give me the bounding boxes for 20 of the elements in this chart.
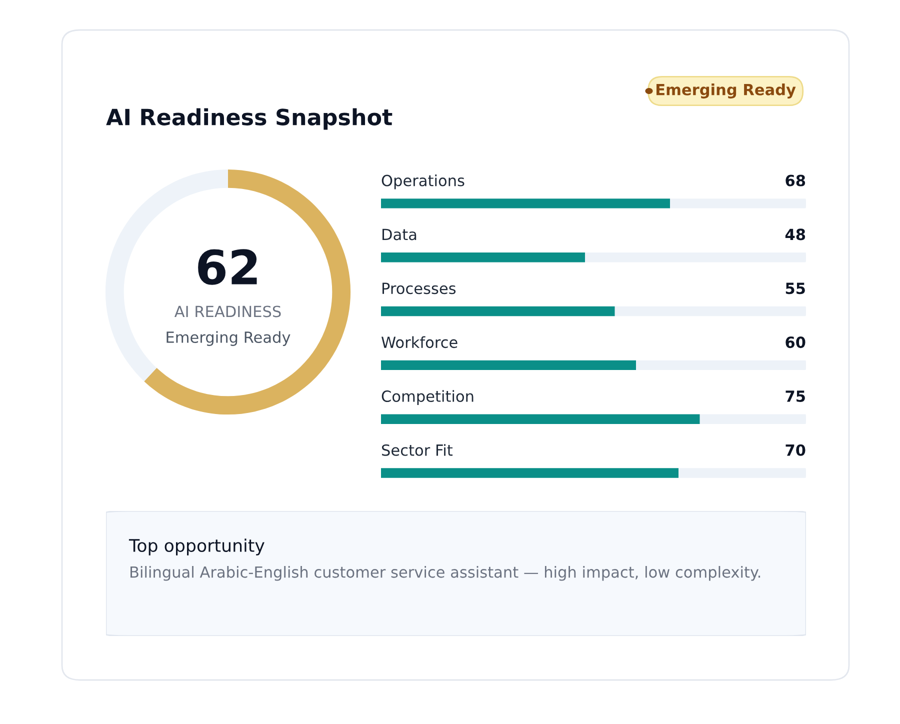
- category-label: Sector Fit: [382, 444, 453, 456]
- data-label: 75: [786, 390, 805, 402]
- category-label: Data: [382, 228, 416, 240]
- text: Emerging Ready: [166, 331, 290, 346]
- category-label: Competition: [382, 390, 474, 405]
- data-label: 48: [785, 228, 806, 240]
- chart-title: AI Readiness Snapshot: [106, 108, 392, 130]
- data-label: 68: [786, 174, 806, 186]
- text: 62: [198, 249, 257, 285]
- text: AI READINESS: [174, 306, 281, 318]
- category-label: Workforce: [382, 336, 458, 348]
- category-label: Operations: [382, 174, 464, 190]
- data-label: 70: [786, 444, 806, 456]
- text: Top opportunity: [128, 538, 264, 556]
- text: Bilingual Arabic-English customer service assistant — high impact, low complexity.: [130, 566, 760, 581]
- data-label: 60: [786, 336, 806, 348]
- donut-slice: [144, 169, 351, 415]
- text: Emerging Ready: [656, 84, 796, 98]
- category-label: Processes: [382, 282, 456, 294]
- data-label: 55: [786, 282, 805, 294]
